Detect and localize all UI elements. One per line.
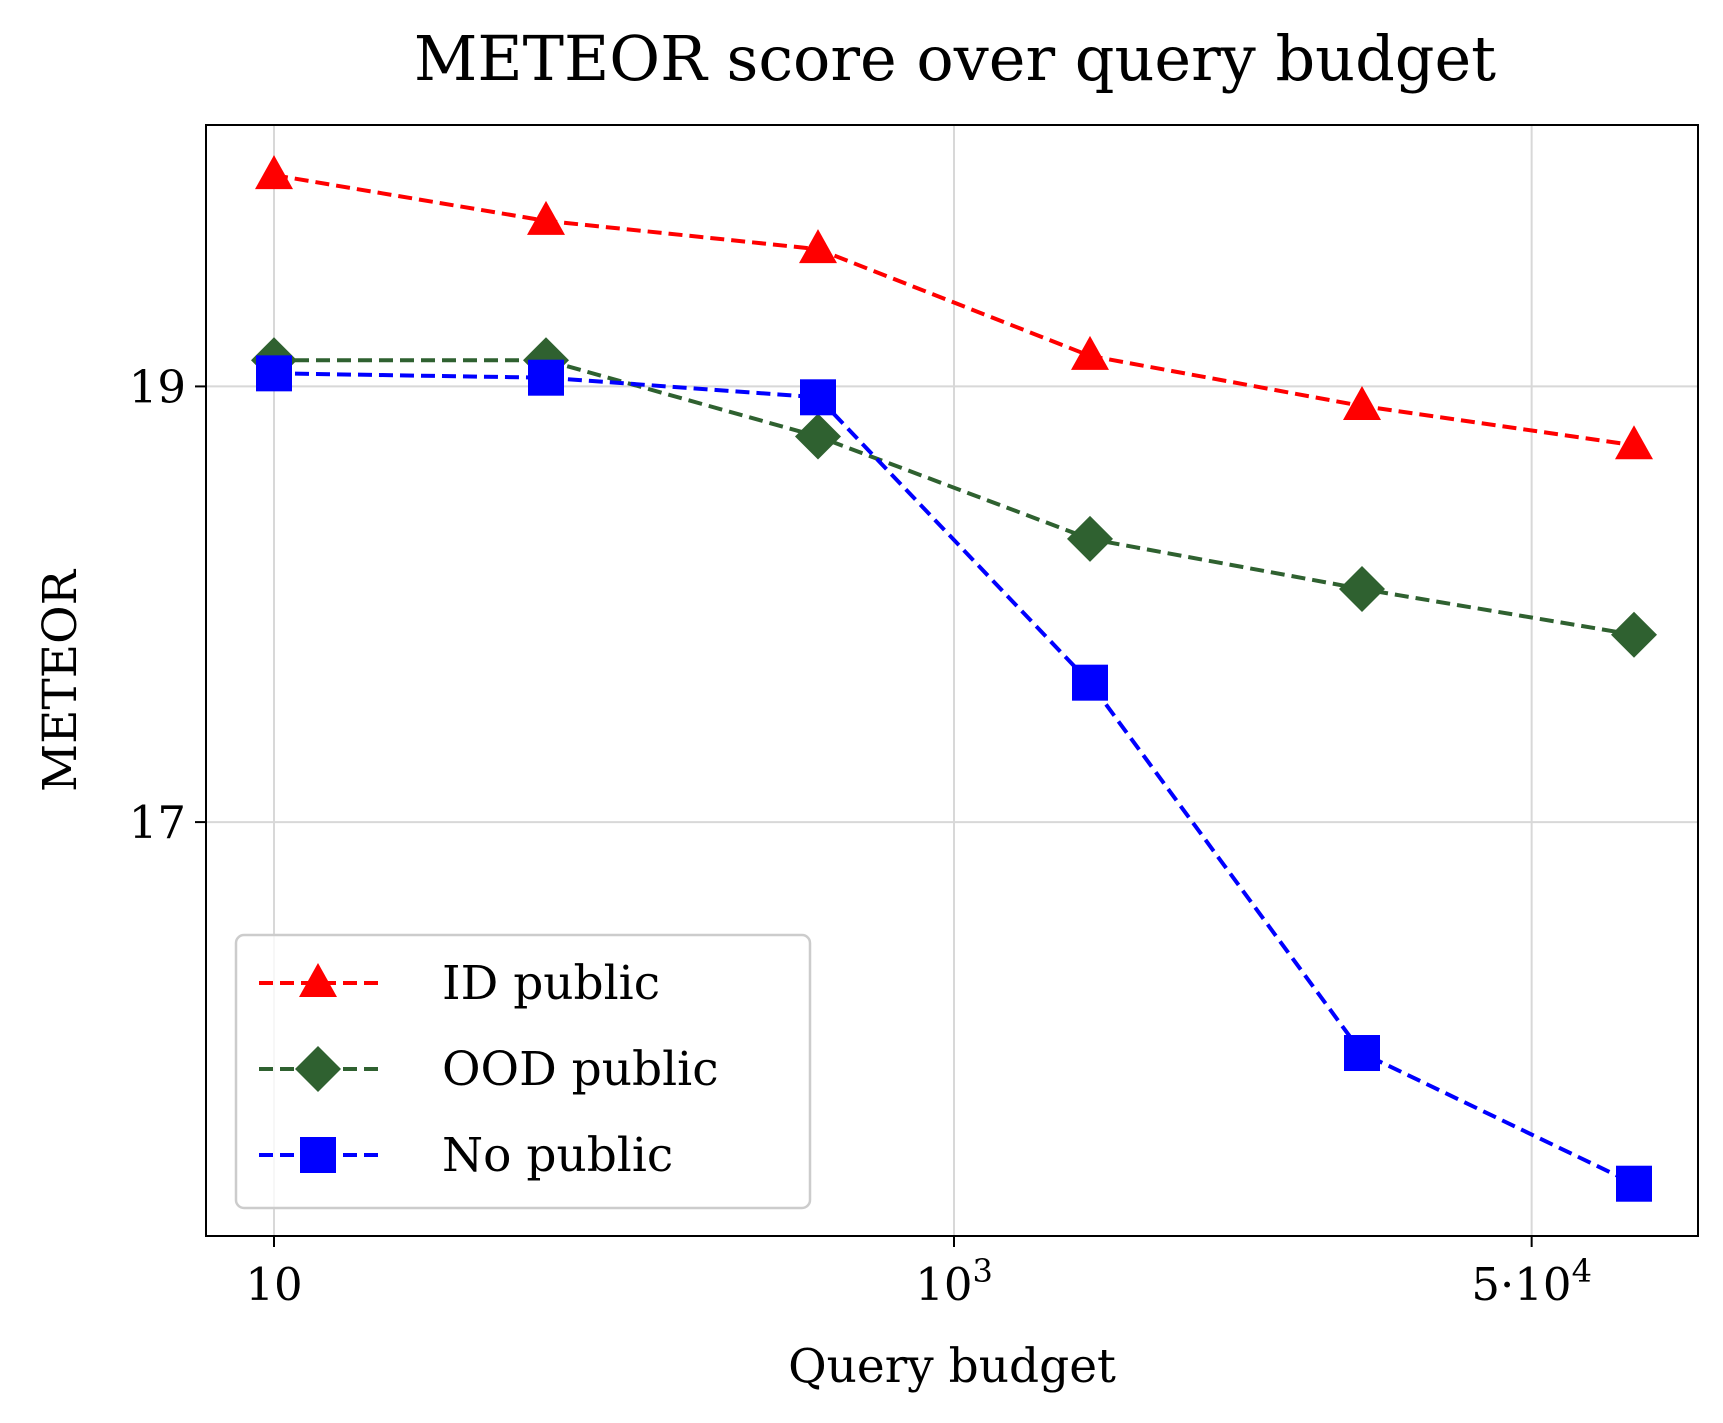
- series-line: [273, 173, 1635, 448]
- legend-label: ID public: [442, 956, 660, 1011]
- y-tick-label: 19: [129, 360, 186, 413]
- legend-label: OOD public: [442, 1042, 719, 1097]
- series-no-public: [256, 355, 1652, 1202]
- ticks: 10 103 5·104 17 19: [129, 360, 1592, 1311]
- x-axis-label: Query budget: [788, 1339, 1116, 1394]
- series-id-public: [255, 155, 1653, 460]
- legend-item: ID public: [259, 956, 660, 1011]
- data-point-diamond: [1611, 611, 1657, 658]
- data-point-square: [1616, 1165, 1652, 1202]
- legend-marker-diamond: [295, 1046, 341, 1092]
- data-point-square: [256, 355, 292, 392]
- series-layer: [251, 155, 1657, 1202]
- data-point-triangle: [1343, 386, 1381, 421]
- series-line: [273, 371, 1635, 1186]
- data-point-square: [528, 359, 564, 396]
- legend-item: No public: [259, 1128, 673, 1183]
- legend-marker-triangle: [299, 963, 337, 997]
- legend-label: No public: [442, 1128, 673, 1183]
- data-point-triangle: [255, 155, 293, 190]
- legend: ID public OOD public No public: [234, 933, 812, 1210]
- legend-item: OOD public: [259, 1042, 719, 1097]
- data-point-triangle: [799, 229, 837, 264]
- series-line: [274, 358, 1635, 637]
- x-tick-label: 103: [915, 1252, 993, 1311]
- data-point-diamond: [795, 413, 841, 460]
- legend-marker-square: [300, 1137, 336, 1173]
- x-tick-label: 10: [245, 1258, 302, 1311]
- legend-box: [234, 933, 812, 1210]
- data-point-triangle: [1615, 425, 1653, 460]
- data-point-square: [800, 379, 836, 416]
- x-tick-label: 5·104: [1471, 1252, 1592, 1311]
- y-tick-label: 17: [129, 796, 186, 849]
- plot-frame: [205, 124, 1699, 1237]
- data-point-square: [1344, 1035, 1380, 1072]
- y-axis-label: METEOR: [33, 568, 88, 792]
- data-point-square: [1072, 664, 1108, 701]
- data-point-diamond: [1339, 566, 1385, 613]
- data-point-triangle: [1071, 335, 1109, 370]
- chart-title: METEOR score over query budget: [414, 22, 1496, 95]
- data-point-diamond: [1067, 515, 1113, 562]
- data-point-triangle: [527, 200, 565, 235]
